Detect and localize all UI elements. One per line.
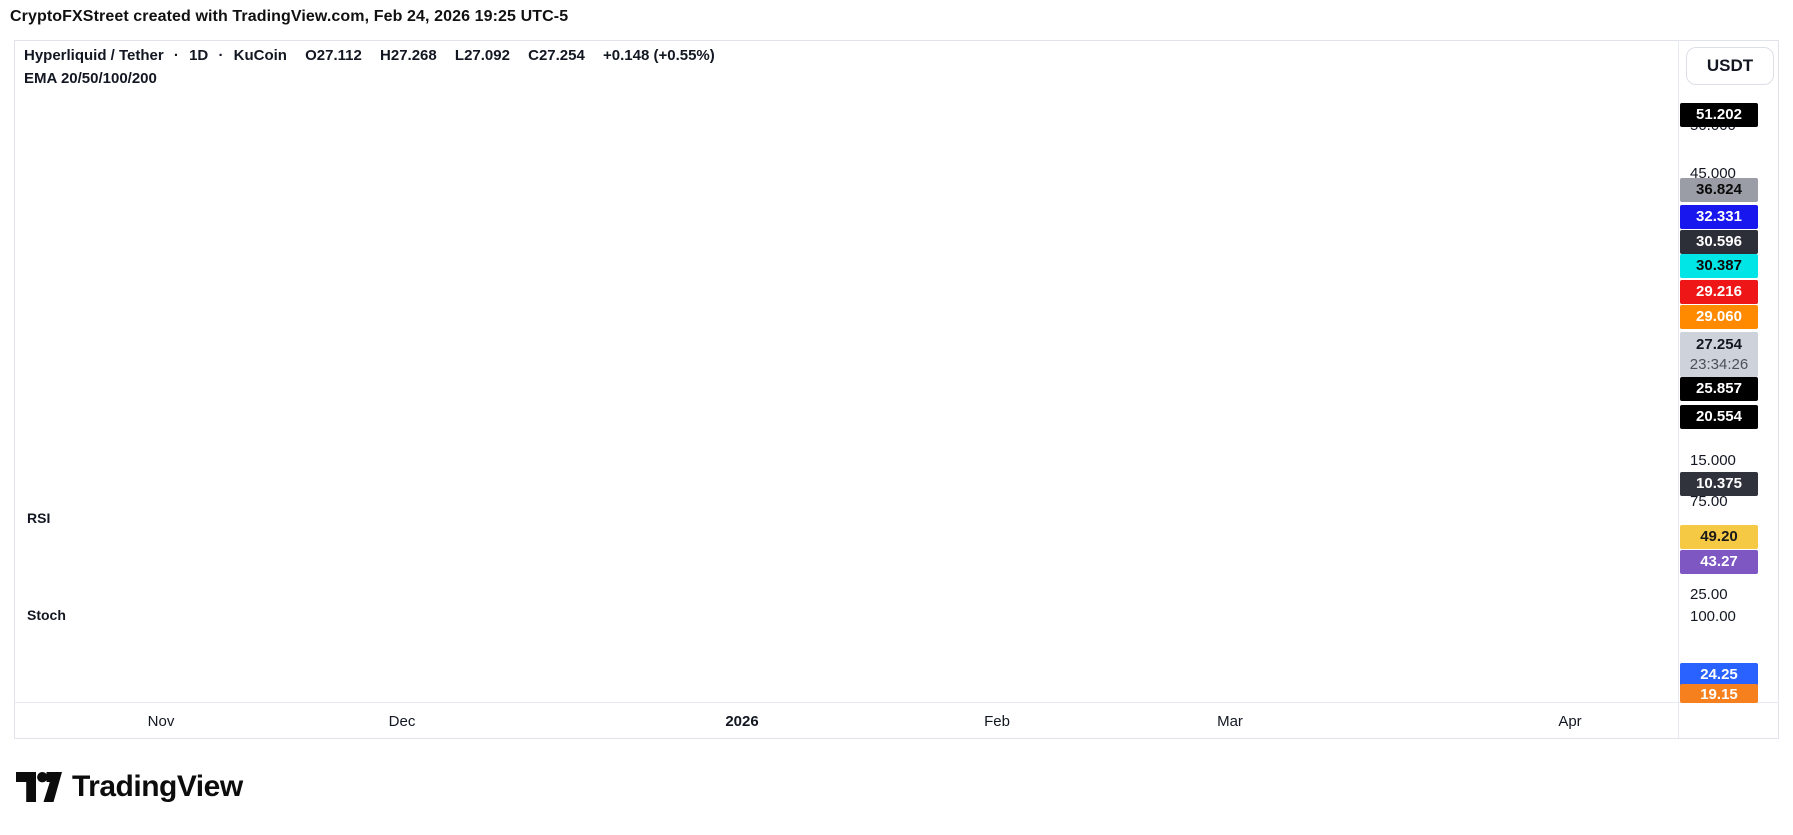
- change-readout: +0.148 (+0.55%): [603, 47, 715, 64]
- ema-indicator-label[interactable]: EMA 20/50/100/200: [24, 70, 157, 87]
- countdown-timer: 23:34:26: [1689, 356, 1749, 373]
- price-level-label: 25.857: [1680, 377, 1758, 401]
- interval-label: 1D: [189, 47, 209, 64]
- exchange-label: KuCoin: [233, 47, 287, 64]
- symbol-title: Hyperliquid / Tether: [24, 47, 164, 64]
- ohlc-high: H27.268: [380, 47, 437, 64]
- attribution-text: CryptoFXStreet created with TradingView.…: [10, 8, 569, 25]
- price-level-label: 30.596: [1680, 230, 1758, 254]
- price-level-label: 36.824: [1680, 178, 1758, 202]
- stoch-pane-title[interactable]: Stoch: [27, 607, 66, 623]
- currency-toggle-button[interactable]: USDT: [1686, 47, 1774, 85]
- stoch-tick: 100.00: [1690, 608, 1736, 625]
- tradingview-logo[interactable]: TradingView: [16, 770, 243, 804]
- tradingview-logo-text: TradingView: [72, 770, 243, 803]
- ohlc-low: L27.092: [454, 47, 510, 64]
- chart-widget-frame: [14, 40, 1779, 739]
- time-axis-label: Feb: [984, 713, 1010, 730]
- price-level-label: 32.331: [1680, 205, 1758, 229]
- rsi-value-label: 43.27: [1680, 550, 1758, 574]
- separator-dot: ·: [173, 47, 179, 64]
- current-price-label: 27.254 23:34:26: [1680, 332, 1758, 377]
- price-level-label: 20.554: [1680, 405, 1758, 429]
- price-level-label: 29.060: [1680, 305, 1758, 329]
- rsi-tick: 25.00: [1690, 585, 1728, 603]
- price-tick: 45.000: [1690, 165, 1736, 183]
- ohlc-open: O27.112: [305, 47, 362, 64]
- rsi-pane-title[interactable]: RSI: [27, 510, 51, 526]
- rsi-tick: 75.00: [1690, 493, 1728, 510]
- time-axis-separator: [14, 702, 1779, 703]
- ohlc-close: C27.254: [528, 47, 585, 64]
- price-axis-separator: [1678, 40, 1679, 738]
- time-axis-label: Nov: [147, 713, 175, 730]
- stoch-value-label: 19.15: [1680, 684, 1758, 703]
- separator-dot: ·: [218, 47, 224, 64]
- rsi-value-label: 49.20: [1680, 525, 1758, 549]
- price-level-label: 30.387: [1680, 254, 1758, 278]
- time-axis-label: Mar: [1217, 713, 1243, 730]
- tradingview-logo-icon: [16, 772, 62, 802]
- time-axis-label: Dec: [388, 713, 416, 730]
- stoch-value-label: 24.25: [1680, 663, 1758, 687]
- price-tick: 15.000: [1690, 451, 1736, 469]
- price-level-label: 10.375: [1680, 472, 1758, 496]
- price-level-label: 29.216: [1680, 280, 1758, 304]
- time-axis-label: 2026: [725, 713, 759, 730]
- time-axis-label: Apr: [1558, 713, 1582, 730]
- symbol-readout[interactable]: Hyperliquid / Tether · 1D · KuCoin O27.1…: [24, 47, 721, 64]
- price-level-label: 51.202: [1680, 103, 1758, 127]
